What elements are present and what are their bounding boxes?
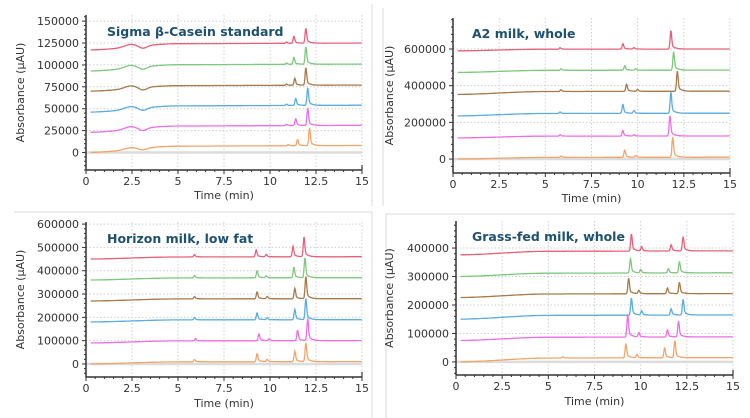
y-tick-label: 100000	[37, 59, 79, 72]
x-tick-label: 0	[83, 175, 90, 188]
y-tick-label: 125000	[37, 37, 79, 50]
trace-6	[90, 342, 362, 365]
trace-2	[90, 257, 362, 281]
x-tick-label: 2.5	[123, 382, 141, 395]
x-axis-label: Time (min)	[193, 189, 254, 202]
trace-5	[460, 313, 733, 342]
x-tick-label: 12.5	[672, 178, 697, 191]
x-tick-label: 5	[175, 382, 182, 395]
y-tick-label: 150000	[37, 15, 79, 28]
y-tick-label: 300000	[407, 271, 449, 284]
y-tick-label: 400000	[407, 242, 449, 255]
x-tick-label: 7.5	[583, 178, 601, 191]
trace-1	[90, 28, 362, 51]
trace-4	[90, 298, 362, 323]
x-tick-label: 7.5	[586, 380, 604, 393]
x-tick-label: 10	[263, 175, 277, 188]
y-tick-label: 600000	[37, 218, 79, 231]
trace-3	[90, 67, 362, 92]
y-axis-label: Absorbance (µAU)	[14, 43, 27, 143]
trace-1	[90, 236, 362, 260]
chart-title: Grass-fed milk, whole	[472, 229, 625, 244]
y-axis-label: Absorbance (µAU)	[14, 250, 27, 350]
chart-panel-horizon-milk: 0 2.5 5 7.5 10 12.5 15 0 100000 200000 300000 40000…	[14, 218, 369, 410]
x-tick-label: 15	[726, 380, 740, 393]
chart-panel-sigma-casein: 0 2.5 5 7.5 10 12.5 15 0 25000 50000 75000 100000 12…	[14, 15, 369, 202]
x-tick-label: 7.5	[215, 175, 233, 188]
x-tick-label: 15	[355, 382, 369, 395]
trace-5	[457, 115, 730, 139]
trace-4	[90, 87, 362, 113]
trace-4	[457, 91, 730, 117]
y-tick-label: 75000	[44, 81, 79, 94]
y-tick-label: 600000	[404, 43, 446, 56]
y-tick-label: 0	[439, 153, 446, 166]
x-tick-label: 10	[263, 382, 277, 395]
x-axis-label: Time (min)	[561, 192, 622, 205]
y-tick-label: 0	[442, 356, 449, 369]
y-tick-label: 0	[72, 358, 79, 371]
trace-4	[460, 297, 733, 320]
y-tick-label: 200000	[37, 311, 79, 324]
y-axis-label: Absorbance (µAU)	[383, 46, 396, 146]
trace-2	[460, 256, 733, 278]
x-tick-label: 0	[450, 178, 457, 191]
x-tick-label: 12.5	[304, 382, 329, 395]
x-tick-label: 2.5	[493, 380, 511, 393]
x-tick-label: 0	[453, 380, 460, 393]
x-axis-label: Time (min)	[564, 395, 625, 408]
x-tick-label: 12.5	[675, 380, 700, 393]
chart-title: Sigma β-Casein standard	[107, 24, 284, 39]
chart-title: Horizon milk, low fat	[107, 231, 253, 246]
x-tick-label: 5	[542, 178, 549, 191]
x-tick-label: 10	[634, 380, 648, 393]
y-axis-label: Absorbance (µAU)	[383, 248, 396, 348]
y-tick-label: 100000	[37, 335, 79, 348]
y-tick-label: 200000	[404, 116, 446, 129]
y-tick-label: 400000	[37, 265, 79, 278]
x-tick-label: 12.5	[304, 175, 329, 188]
x-tick-label: 15	[723, 178, 737, 191]
y-tick-label: 500000	[37, 241, 79, 254]
y-tick-label: 25000	[44, 125, 79, 138]
x-axis-label: Time (min)	[193, 397, 254, 410]
trace-2	[90, 46, 362, 72]
trace-3	[90, 276, 362, 302]
y-tick-label: 300000	[37, 288, 79, 301]
y-tick-label: 0	[72, 146, 79, 159]
x-tick-label: 5	[175, 175, 182, 188]
chart-panel-grassfed-milk: 0 2.5 5 7.5 10 12.5 15 0 100000 200000 300000 40000…	[383, 221, 740, 408]
trace-2	[457, 51, 730, 74]
trace-6	[90, 127, 362, 154]
x-tick-label: 0	[83, 382, 90, 395]
y-tick-label: 100000	[407, 327, 449, 340]
trace-1	[457, 30, 730, 52]
x-tick-label: 2.5	[490, 178, 508, 191]
trace-1	[460, 233, 733, 256]
trace-5	[90, 107, 362, 133]
chart-panel-a2-milk: 0 2.5 5 7.5 10 12.5 15 0 200000 400000 600000 A2 mi…	[383, 18, 737, 205]
trace-5	[90, 318, 362, 344]
x-tick-label: 5	[545, 380, 552, 393]
chart-title: A2 milk, whole	[472, 26, 576, 41]
trace-3	[457, 70, 730, 96]
trace-3	[460, 278, 733, 299]
x-tick-label: 7.5	[215, 382, 233, 395]
trace-6	[460, 340, 733, 363]
y-tick-label: 50000	[44, 103, 79, 116]
y-tick-label: 400000	[404, 80, 446, 93]
x-tick-label: 15	[355, 175, 369, 188]
x-tick-label: 2.5	[123, 175, 141, 188]
y-tick-label: 200000	[407, 299, 449, 312]
trace-6	[457, 136, 730, 160]
x-tick-label: 10	[631, 178, 645, 191]
